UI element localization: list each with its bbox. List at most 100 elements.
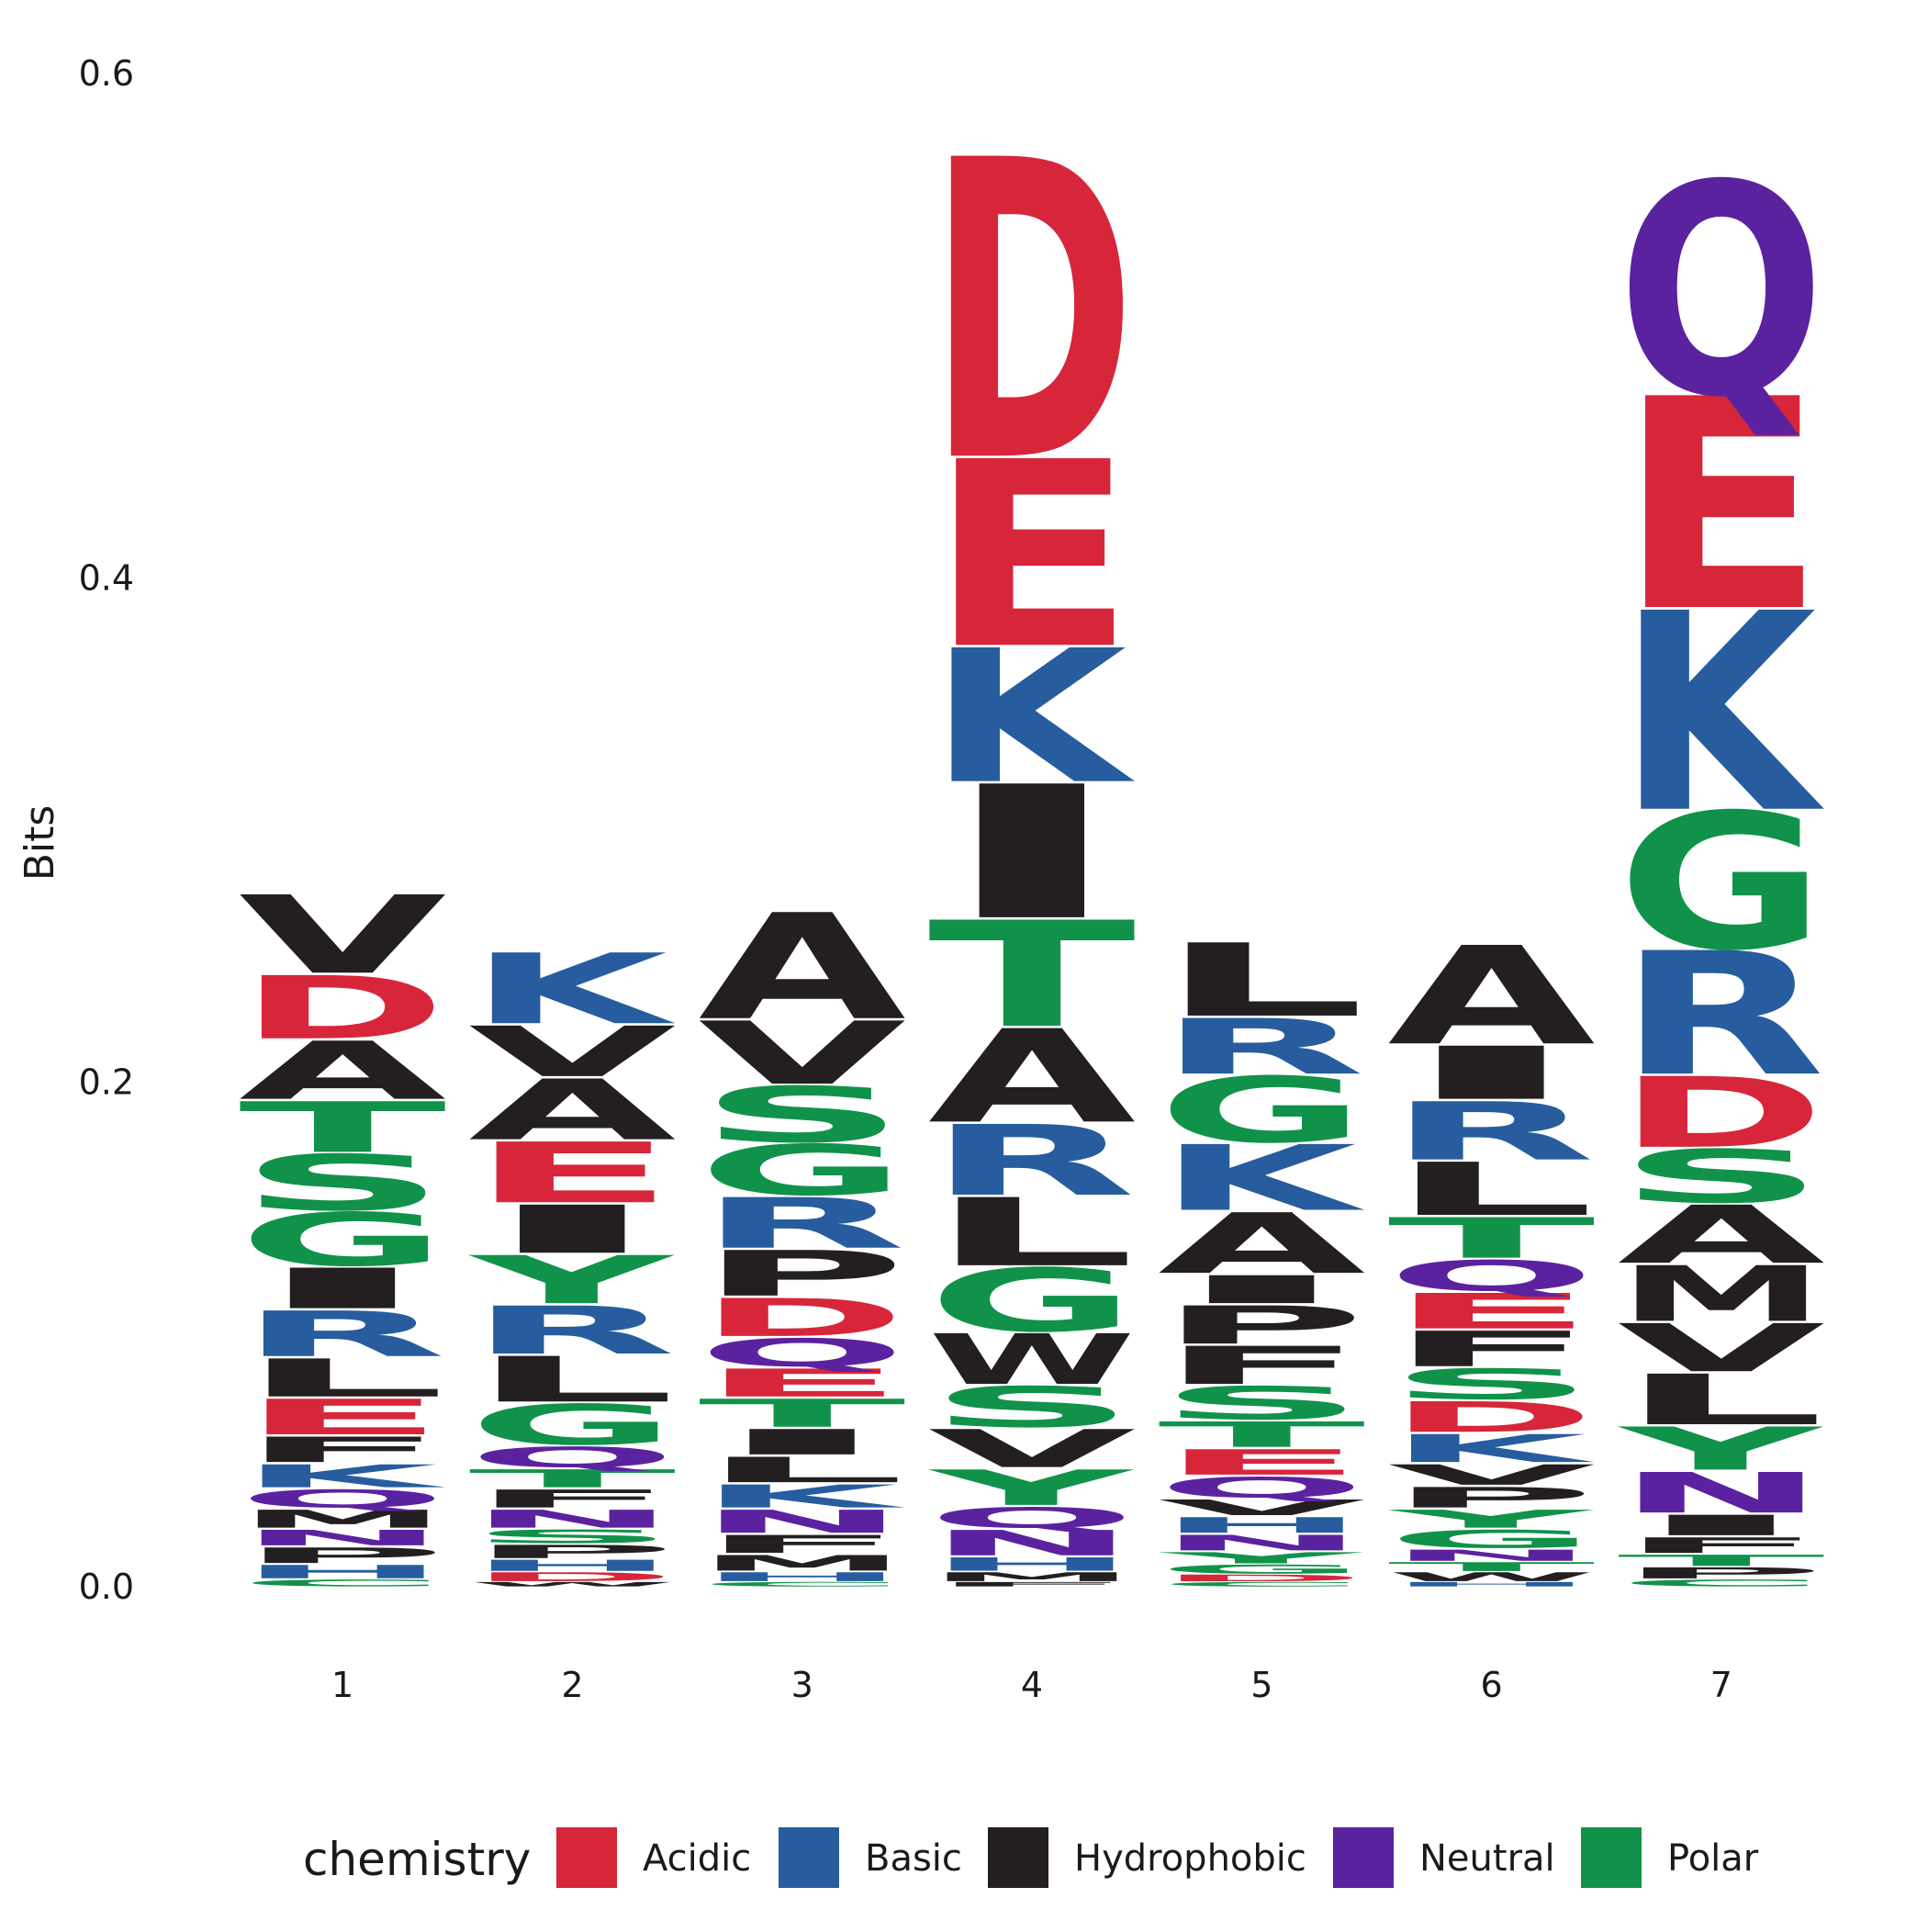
x-tick-label: 3 (791, 1665, 813, 1705)
logo-letter-a: A (1618, 1189, 1825, 1282)
logo-letter-e: E (928, 409, 1137, 706)
logo-letter-h: H (1387, 1581, 1595, 1589)
legend-label: Basic (865, 1837, 962, 1880)
logo-letter-m: M (239, 1505, 446, 1533)
logo-letter-n: N (928, 1523, 1136, 1564)
logo-letter-i: I (1618, 1510, 1825, 1542)
logo-letter-g: G (698, 1130, 905, 1211)
logo-letter-f: F (1618, 1533, 1825, 1558)
logo-letter-i: I (468, 1192, 676, 1269)
logo-letter-p: P (1387, 1481, 1595, 1513)
logo-letter-g: G (239, 1197, 446, 1282)
logo-letter-i: I (239, 1256, 446, 1320)
logo-letter-r: R (468, 1293, 676, 1370)
logo-letter-c: C (698, 1581, 905, 1589)
logo-letter-f: F (1387, 1321, 1595, 1378)
logo-letter-q: Q (468, 1441, 676, 1473)
logo-letter-e: E (1618, 338, 1826, 676)
legend-label: Hydrophobic (1074, 1837, 1306, 1880)
logo-letter-p: P (1158, 1296, 1365, 1356)
legend-item: Acidic (556, 1827, 751, 1888)
logo-letter-f: F (1158, 1336, 1365, 1397)
logo-letter-t: T (698, 1391, 905, 1436)
logo-letter-r: R (239, 1298, 446, 1371)
logo-letter-t: T (1618, 1552, 1825, 1569)
y-tick-label: 0.2 (79, 1062, 134, 1103)
logo-stacks: CHPNMQKFELRIGSTADVWDHPSNFTQGLRYIEAVKCHMF… (239, 75, 1826, 1589)
logo-letter-s: S (468, 1526, 676, 1547)
logo-letter-s: S (239, 1140, 446, 1228)
logo-letter-e: E (468, 1125, 676, 1222)
logo-letter-g: G (1618, 775, 1825, 993)
logo-letter-s: S (1387, 1360, 1595, 1409)
logo-letter-v: V (1158, 1495, 1365, 1520)
chemistry-legend: chemistry Acidic Basic Hydrophobic Neutral P… (303, 1827, 1759, 1888)
logo-letter-c: C (1618, 1578, 1826, 1589)
logo-letter-a: A (928, 1003, 1136, 1152)
logo-letter-y: Y (1386, 1505, 1595, 1533)
legend-swatch (779, 1827, 839, 1888)
legend-swatch (1581, 1827, 1642, 1888)
logo-letter-a: A (1158, 1196, 1365, 1292)
logo-letter-h: H (928, 1554, 1136, 1575)
logo-letter-l: L (468, 1343, 676, 1416)
logo-letter-y: Y (467, 1241, 676, 1319)
logo-letter-t: T (468, 1465, 676, 1493)
logo-letter-n: N (1158, 1531, 1365, 1556)
logo-letter-d: D (928, 75, 1136, 554)
logo-letter-n: N (468, 1505, 676, 1533)
logo-letter-k: K (698, 1478, 905, 1515)
logo-letter-c: C (239, 1578, 447, 1589)
y-tick-label: 0.6 (79, 53, 134, 94)
logo-letter-d: D (468, 1570, 676, 1584)
x-tick-label: 5 (1250, 1665, 1272, 1705)
logo-letter-g: G (1158, 1562, 1365, 1576)
logo-letter-p: P (1618, 1565, 1825, 1582)
x-tick-label: 6 (1480, 1665, 1502, 1705)
logo-letter-k: K (1618, 556, 1826, 874)
logo-letter-k: K (1387, 1427, 1594, 1472)
logo-letter-v: V (698, 1004, 905, 1105)
logo-letter-e: E (698, 1361, 905, 1406)
y-axis-title: Bits (17, 805, 63, 882)
logo-letter-t: T (1158, 1415, 1365, 1455)
logo-letter-a: A (698, 884, 905, 1053)
logo-letter-r: R (1158, 1003, 1365, 1092)
logo-letter-w: W (1387, 1570, 1595, 1584)
logo-letter-i: I (1158, 1267, 1365, 1312)
logo-letter-p: P (239, 1544, 446, 1568)
logo-letter-w: W (468, 1581, 676, 1589)
logo-letter-k: K (239, 1458, 446, 1495)
logo-letter-q: Q (928, 1501, 1136, 1533)
logo-letter-a: A (239, 1025, 446, 1118)
x-tick-label: 7 (1710, 1665, 1732, 1705)
logo-letter-l: L (1387, 1147, 1595, 1231)
logo-letter-v: V (239, 873, 446, 998)
legend-title: chemistry (303, 1833, 531, 1886)
y-tick-label: 0.4 (79, 557, 134, 598)
legend-label: Neutral (1419, 1837, 1555, 1880)
logo-letter-w: W (928, 1320, 1136, 1400)
logo-letter-s: S (928, 1376, 1136, 1440)
logo-letter-h: H (468, 1556, 676, 1574)
logo-letter-f: F (698, 1530, 905, 1558)
logo-letter-l: L (928, 1178, 1136, 1287)
logo-letter-d: D (698, 1287, 905, 1348)
legend-item: Polar (1581, 1827, 1759, 1888)
y-tick-label: 0.0 (79, 1567, 134, 1607)
logo-letter-v: V (468, 1012, 676, 1093)
legend-swatch (1333, 1827, 1394, 1888)
logo-letter-q: Q (1158, 1471, 1365, 1503)
logo-letter-q: Q (239, 1485, 446, 1513)
logo-letter-p: P (698, 1238, 906, 1310)
logo-letter-g: G (1387, 1525, 1595, 1554)
logo-letter-s: S (1618, 1135, 1825, 1219)
